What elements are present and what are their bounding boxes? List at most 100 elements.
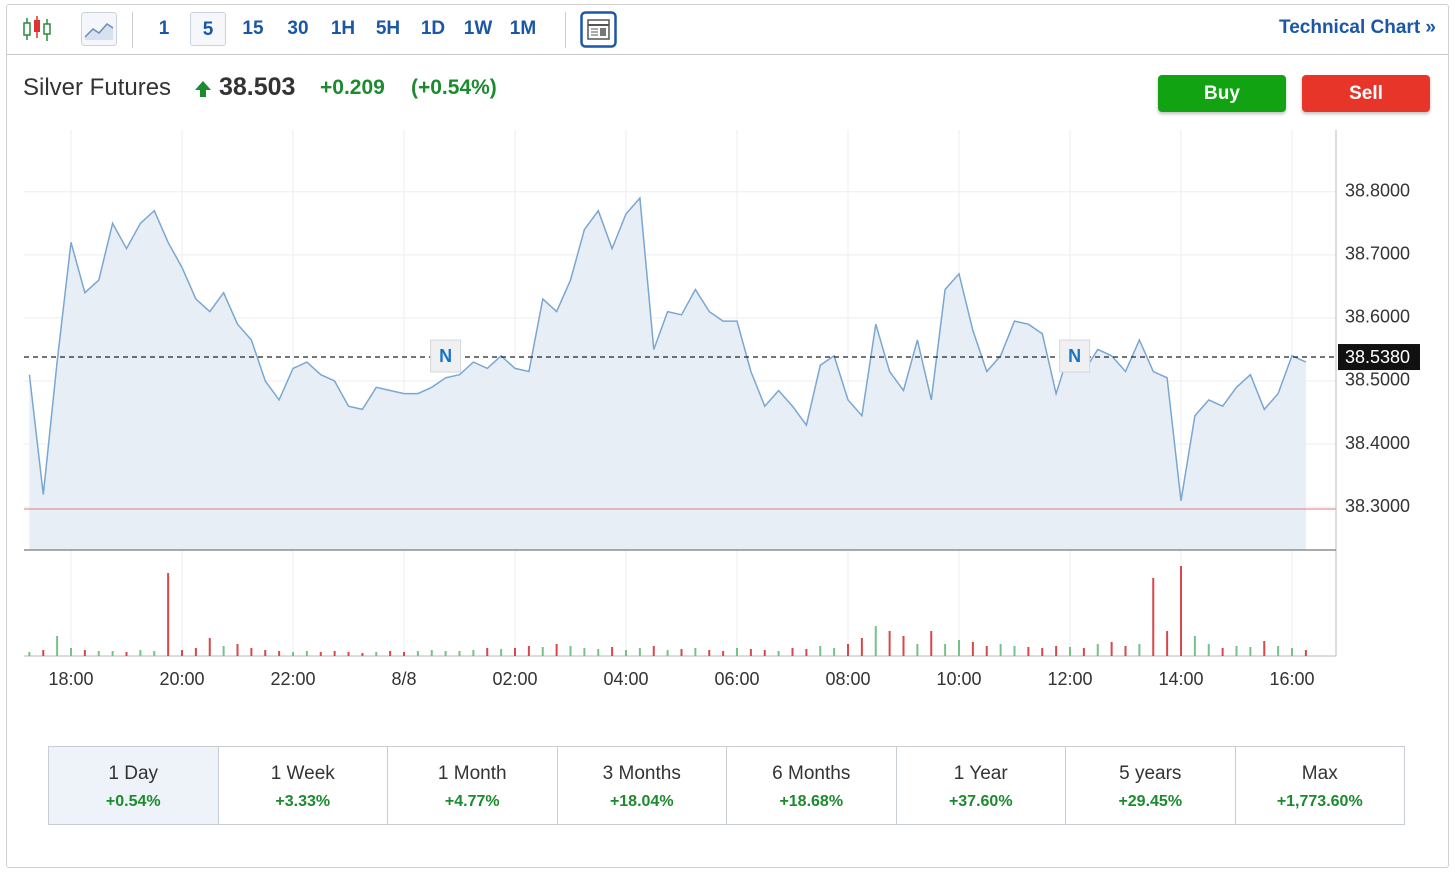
period-change: +3.33% xyxy=(275,793,331,810)
volume-bar xyxy=(139,650,142,656)
volume-bar xyxy=(1180,566,1182,656)
period-change: +37.60% xyxy=(948,793,1013,810)
volume-bar xyxy=(569,646,572,656)
volume-bar xyxy=(791,648,794,656)
y-tick-label: 38.7000 xyxy=(1345,244,1410,264)
period-name: 5 years xyxy=(1119,763,1182,784)
period-name: 1 Month xyxy=(437,763,507,784)
current-price-label: 38.5380 xyxy=(1345,347,1410,367)
volume-bar xyxy=(638,648,641,656)
volume-bar xyxy=(999,644,1002,656)
last-price: 38.503 xyxy=(219,73,296,101)
interval-button[interactable]: 1H xyxy=(330,18,356,39)
volume-bar xyxy=(264,650,267,656)
volume-bar xyxy=(749,649,752,656)
period-cell[interactable]: 1 Month +4.77% xyxy=(387,747,557,824)
chart: 18:00 20:00 22:00 8/8 02:00 04:00 06:00 08:00 10… xyxy=(24,130,1420,689)
volume-bar xyxy=(708,650,711,656)
period-cell[interactable]: Max +1,773.60% xyxy=(1234,747,1405,824)
y-tick-label: 38.4000 xyxy=(1345,433,1410,453)
y-tick-label: 38.6000 xyxy=(1345,307,1410,327)
interval-button[interactable]: 1D xyxy=(420,18,446,39)
period-cell[interactable]: 1 Year +37.60% xyxy=(895,747,1066,824)
period-name: 3 Months xyxy=(602,763,681,784)
period-change: +4.77% xyxy=(444,793,500,810)
volume-bar xyxy=(736,648,738,656)
volume-bar xyxy=(1207,644,1210,656)
technical-chart-link[interactable]: Technical Chart » xyxy=(1279,17,1436,38)
volume-bar xyxy=(28,652,31,656)
sell-button[interactable]: Sell xyxy=(1302,75,1430,112)
volume-bar xyxy=(1221,648,1224,656)
volume-bar xyxy=(222,646,225,656)
news-marker[interactable]: N xyxy=(1059,339,1091,373)
period-cell[interactable]: 5 years +29.45% xyxy=(1065,747,1235,824)
volume-bar xyxy=(305,651,308,656)
period-change: +29.45% xyxy=(1118,793,1183,810)
volume-bar xyxy=(181,650,183,656)
volume-bar xyxy=(319,652,322,656)
period-change: +0.54% xyxy=(105,793,161,810)
volume-bar xyxy=(583,648,586,656)
layout-icon[interactable] xyxy=(580,11,617,48)
volume-bar xyxy=(625,650,627,656)
separator xyxy=(132,12,133,48)
volume-bar xyxy=(292,652,294,656)
period-change: +18.04% xyxy=(609,793,674,810)
candlestick-icon[interactable] xyxy=(22,14,52,44)
period-name: 1 Day xyxy=(108,763,159,784)
volume-bar xyxy=(652,646,655,656)
volume-bar xyxy=(1263,641,1266,656)
up-arrow xyxy=(195,81,211,97)
buy-button[interactable]: Buy xyxy=(1158,75,1286,112)
x-tick-label: 8/8 xyxy=(391,669,416,689)
period-cell[interactable]: 6 Months +18.68% xyxy=(726,747,896,824)
volume-bar xyxy=(1235,646,1238,656)
interval-button[interactable]: 1 xyxy=(158,18,170,39)
volume-bar xyxy=(278,651,281,656)
frame xyxy=(6,4,1449,868)
x-tick-label: 08:00 xyxy=(825,669,870,689)
period-cell[interactable]: 3 Months +18.04% xyxy=(556,747,727,824)
volume-bar xyxy=(722,651,725,656)
volume-bar xyxy=(500,649,503,656)
separator xyxy=(565,12,566,48)
line-icon[interactable] xyxy=(81,12,117,46)
interval-button[interactable]: 5H xyxy=(375,18,401,39)
volume-bar xyxy=(1082,648,1085,656)
volume-bar xyxy=(1193,636,1196,656)
x-tick-label: 20:00 xyxy=(159,669,204,689)
volume-bar xyxy=(958,640,960,656)
interval-button[interactable]: 5 xyxy=(190,12,226,46)
period-cell[interactable]: 1 Day +0.54% xyxy=(49,747,218,824)
interval-button[interactable]: 1W xyxy=(463,18,493,39)
volume-bar xyxy=(42,650,45,656)
news-marker[interactable]: N xyxy=(430,339,462,373)
volume-bar xyxy=(347,652,350,656)
volume-bar xyxy=(860,638,863,656)
volume-bar xyxy=(472,650,475,656)
period-name: Max xyxy=(1301,763,1338,784)
y-tick-label: 38.3000 xyxy=(1345,496,1410,516)
current-price-box xyxy=(1338,344,1420,371)
volume-bar xyxy=(930,631,933,656)
y-tick-label: 38.8000 xyxy=(1345,181,1410,201)
volume-bar xyxy=(916,644,919,656)
volume-bar xyxy=(375,652,378,656)
interval-button[interactable]: 1M xyxy=(509,18,537,39)
volume-bar xyxy=(847,644,849,656)
volume-bar xyxy=(902,636,905,656)
period-table: 1 Day +0.54% 1 Week +3.33% 1 Month +4.77% 3 Mo… xyxy=(48,746,1405,825)
interval-button[interactable]: 15 xyxy=(242,18,264,39)
x-tick-label: 14:00 xyxy=(1158,669,1203,689)
volume-bar xyxy=(833,648,836,656)
volume-bar xyxy=(541,647,544,656)
period-cell[interactable]: 1 Week +3.33% xyxy=(217,747,388,824)
period-name: 1 Year xyxy=(953,763,1008,784)
volume-bar xyxy=(680,649,683,656)
volume-bar xyxy=(944,644,947,656)
x-tick-label: 22:00 xyxy=(270,669,315,689)
y-tick-label: 38.5000 xyxy=(1345,370,1410,390)
interval-button[interactable]: 30 xyxy=(287,18,309,39)
volume-bar xyxy=(430,650,433,656)
